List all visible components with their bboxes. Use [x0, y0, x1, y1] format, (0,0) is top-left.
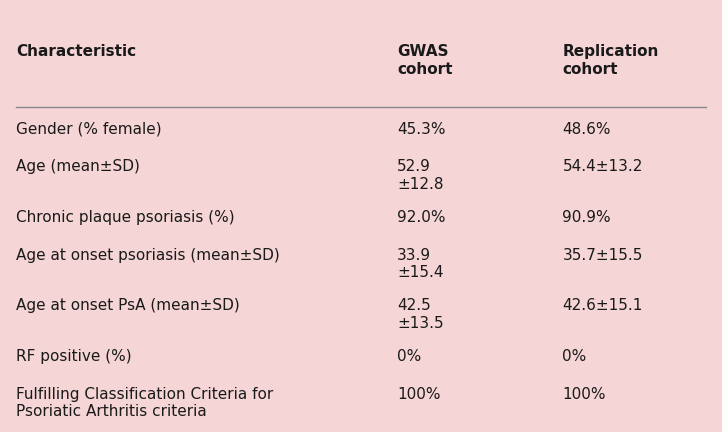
Text: 90.9%: 90.9%	[562, 210, 611, 225]
Text: 0%: 0%	[397, 349, 421, 364]
Text: 48.6%: 48.6%	[562, 121, 611, 137]
Text: Replication
cohort: Replication cohort	[562, 44, 658, 77]
Text: Age at onset psoriasis (mean±SD): Age at onset psoriasis (mean±SD)	[16, 248, 279, 263]
Text: 92.0%: 92.0%	[397, 210, 445, 225]
Text: 33.9
±15.4: 33.9 ±15.4	[397, 248, 443, 280]
Text: 42.5
±13.5: 42.5 ±13.5	[397, 299, 443, 331]
Text: 35.7±15.5: 35.7±15.5	[562, 248, 643, 263]
Text: 52.9
±12.8: 52.9 ±12.8	[397, 159, 443, 192]
Text: Age (mean±SD): Age (mean±SD)	[16, 159, 139, 175]
Text: Fulfilling Classification Criteria for
Psoriatic Arthritis criteria: Fulfilling Classification Criteria for P…	[16, 387, 273, 419]
Text: RF positive (%): RF positive (%)	[16, 349, 131, 364]
Text: 42.6±15.1: 42.6±15.1	[562, 299, 643, 313]
Text: Characteristic: Characteristic	[16, 44, 136, 59]
Text: 0%: 0%	[562, 349, 587, 364]
Text: 54.4±13.2: 54.4±13.2	[562, 159, 643, 175]
Text: 100%: 100%	[562, 387, 606, 402]
Text: Age at onset PsA (mean±SD): Age at onset PsA (mean±SD)	[16, 299, 240, 313]
Text: Chronic plaque psoriasis (%): Chronic plaque psoriasis (%)	[16, 210, 235, 225]
Text: Gender (% female): Gender (% female)	[16, 121, 162, 137]
Text: 100%: 100%	[397, 387, 440, 402]
Text: GWAS
cohort: GWAS cohort	[397, 44, 453, 77]
Text: 45.3%: 45.3%	[397, 121, 445, 137]
